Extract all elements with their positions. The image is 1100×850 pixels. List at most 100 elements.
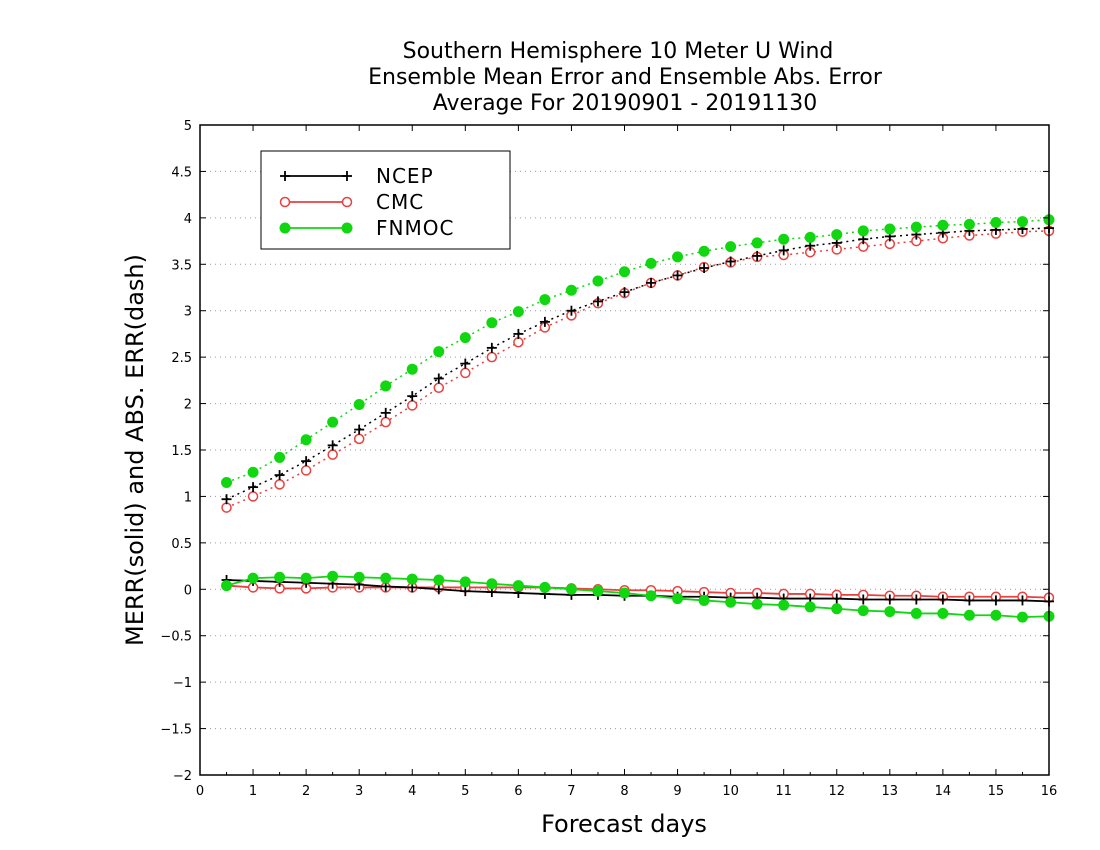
legend-label-cmc: CMC: [376, 190, 424, 214]
ncep-abs-err-point: [301, 456, 312, 467]
cmc-abs-err-point: [221, 502, 232, 513]
fnmoc-abs-err-point: [778, 233, 790, 245]
fnmoc-mean-err-point: [486, 578, 498, 590]
x-axis-title: Forecast days: [541, 810, 707, 838]
fnmoc-mean-err-point: [857, 605, 869, 617]
x-axis-ticks: 0 1 2 3 4 5 6 7 8 9 10 11 12 13 14 15 16: [196, 125, 1057, 799]
x-tick-label: 2: [302, 784, 310, 799]
ncep-abs-err-point: [725, 256, 736, 267]
legend-marker-fnmoc: [341, 222, 353, 234]
cmc-abs-err-point: [353, 433, 365, 445]
fnmoc-abs-err-point: [433, 346, 445, 358]
x-tick-label: 15: [988, 784, 1005, 799]
y-tick-label: 4.5: [171, 165, 192, 180]
x-tick-label: 6: [514, 784, 522, 799]
fnmoc-mean-err-point: [1016, 611, 1028, 623]
fnmoc-mean-err-point: [778, 599, 790, 611]
x-tick-label: 14: [935, 784, 952, 799]
fnmoc-abs-err-point: [698, 245, 710, 257]
y-tick-label: 3: [184, 305, 192, 320]
fnmoc-mean-err-point: [672, 593, 684, 605]
fnmoc-mean-err-point: [300, 572, 312, 584]
plot-series: [221, 214, 1055, 623]
fnmoc-abs-err-point: [565, 284, 577, 296]
legend-marker-ncep: [280, 171, 290, 181]
cmc-abs-err-point: [247, 491, 259, 502]
fnmoc-mean-err-point: [565, 583, 577, 595]
fnmoc-abs-err-point: [353, 399, 365, 410]
cmc-abs-err-point: [327, 449, 338, 460]
fnmoc-mean-err-point: [990, 609, 1002, 621]
cmc-abs-err-point: [274, 479, 285, 490]
y-axis-title: MERR(solid) and ABS. ERR(dash): [121, 254, 149, 646]
y-tick-label: −2: [173, 769, 192, 784]
x-tick-label: 5: [461, 784, 469, 799]
fnmoc-abs-err-point: [910, 221, 922, 233]
legend-marker-cmc: [341, 196, 353, 208]
y-tick-label: −1: [173, 676, 192, 691]
fnmoc-mean-err-point: [406, 573, 418, 585]
y-tick-label: 2.5: [171, 351, 192, 366]
legend-marker-cmc: [279, 196, 291, 208]
fnmoc-abs-err-point: [221, 477, 233, 488]
fnmoc-mean-err-point: [804, 601, 816, 613]
fnmoc-abs-err-point: [486, 317, 498, 329]
ncep-abs-err-point: [221, 494, 232, 505]
fnmoc-mean-err-point: [831, 603, 843, 615]
y-axis-ticks: 5 4.5 4 3.5 3 2.5 2 1.5 1 0.5 0 −0.5 −1 −1.5 −2: [160, 119, 1049, 784]
fnmoc-mean-err-point: [963, 609, 975, 621]
y-tick-label: 1: [184, 490, 192, 505]
fnmoc-mean-err-point: [698, 594, 710, 606]
ncep-abs-err-point: [699, 263, 710, 273]
x-tick-label: 1: [249, 784, 257, 799]
ncep-abs-err-point: [539, 316, 550, 327]
cmc-abs-err-point: [433, 382, 445, 394]
ncep-abs-err-point: [407, 391, 418, 402]
cmc-abs-err-point: [460, 367, 471, 379]
fnmoc-mean-err-point: [247, 572, 259, 584]
ncep-abs-err-point: [354, 424, 365, 435]
fnmoc-abs-err-point: [459, 332, 471, 344]
fnmoc-abs-err-point: [804, 231, 816, 243]
fnmoc-mean-err-point: [592, 585, 604, 597]
x-tick-label: 3: [355, 784, 363, 799]
fnmoc-abs-err-point: [884, 223, 896, 235]
ncep-abs-err-point: [486, 342, 497, 353]
ncep-abs-err-point: [380, 407, 391, 418]
x-tick-label: 9: [673, 784, 681, 799]
cmc-abs-err-point: [486, 351, 498, 363]
fnmoc-abs-err-point: [327, 416, 339, 428]
ncep-mean-err-point: [858, 594, 869, 605]
ncep-mean-err-point: [937, 594, 948, 605]
ncep-abs-err-point: [592, 296, 603, 307]
fnmoc-mean-err-point: [433, 574, 445, 586]
ncep-mean-err-point: [1017, 595, 1028, 606]
ncep-abs-err-point: [433, 373, 444, 384]
ncep-abs-err-point: [566, 305, 577, 316]
legend-marker-fnmoc: [279, 222, 291, 234]
fnmoc-abs-err-point: [406, 363, 418, 375]
fnmoc-abs-err-point: [1016, 216, 1028, 228]
fnmoc-abs-err-point: [937, 219, 949, 231]
fnmoc-mean-err-point: [327, 570, 339, 582]
ncep-mean-err-point: [990, 595, 1001, 606]
y-tick-label: 4: [184, 212, 192, 227]
chart-title-line-1: Southern Hemisphere 10 Meter U Wind: [403, 39, 834, 64]
fnmoc-abs-err-point: [672, 251, 684, 263]
cmc-abs-err-point: [380, 416, 391, 428]
x-tick-label: 8: [620, 784, 628, 799]
cmc-abs-err-point: [513, 337, 524, 348]
fnmoc-abs-err-point: [247, 466, 259, 478]
legend-box: [260, 150, 511, 250]
x-tick-label: 11: [775, 784, 792, 799]
fnmoc-abs-err-point: [539, 294, 551, 306]
fnmoc-abs-err-point: [380, 380, 392, 392]
legend-marker-ncep: [342, 171, 352, 181]
x-tick-label: 10: [722, 784, 739, 799]
fnmoc-abs-err-point: [751, 237, 763, 249]
ncep-mean-err-point: [884, 594, 895, 605]
ncep-mean-err-point: [433, 584, 444, 595]
